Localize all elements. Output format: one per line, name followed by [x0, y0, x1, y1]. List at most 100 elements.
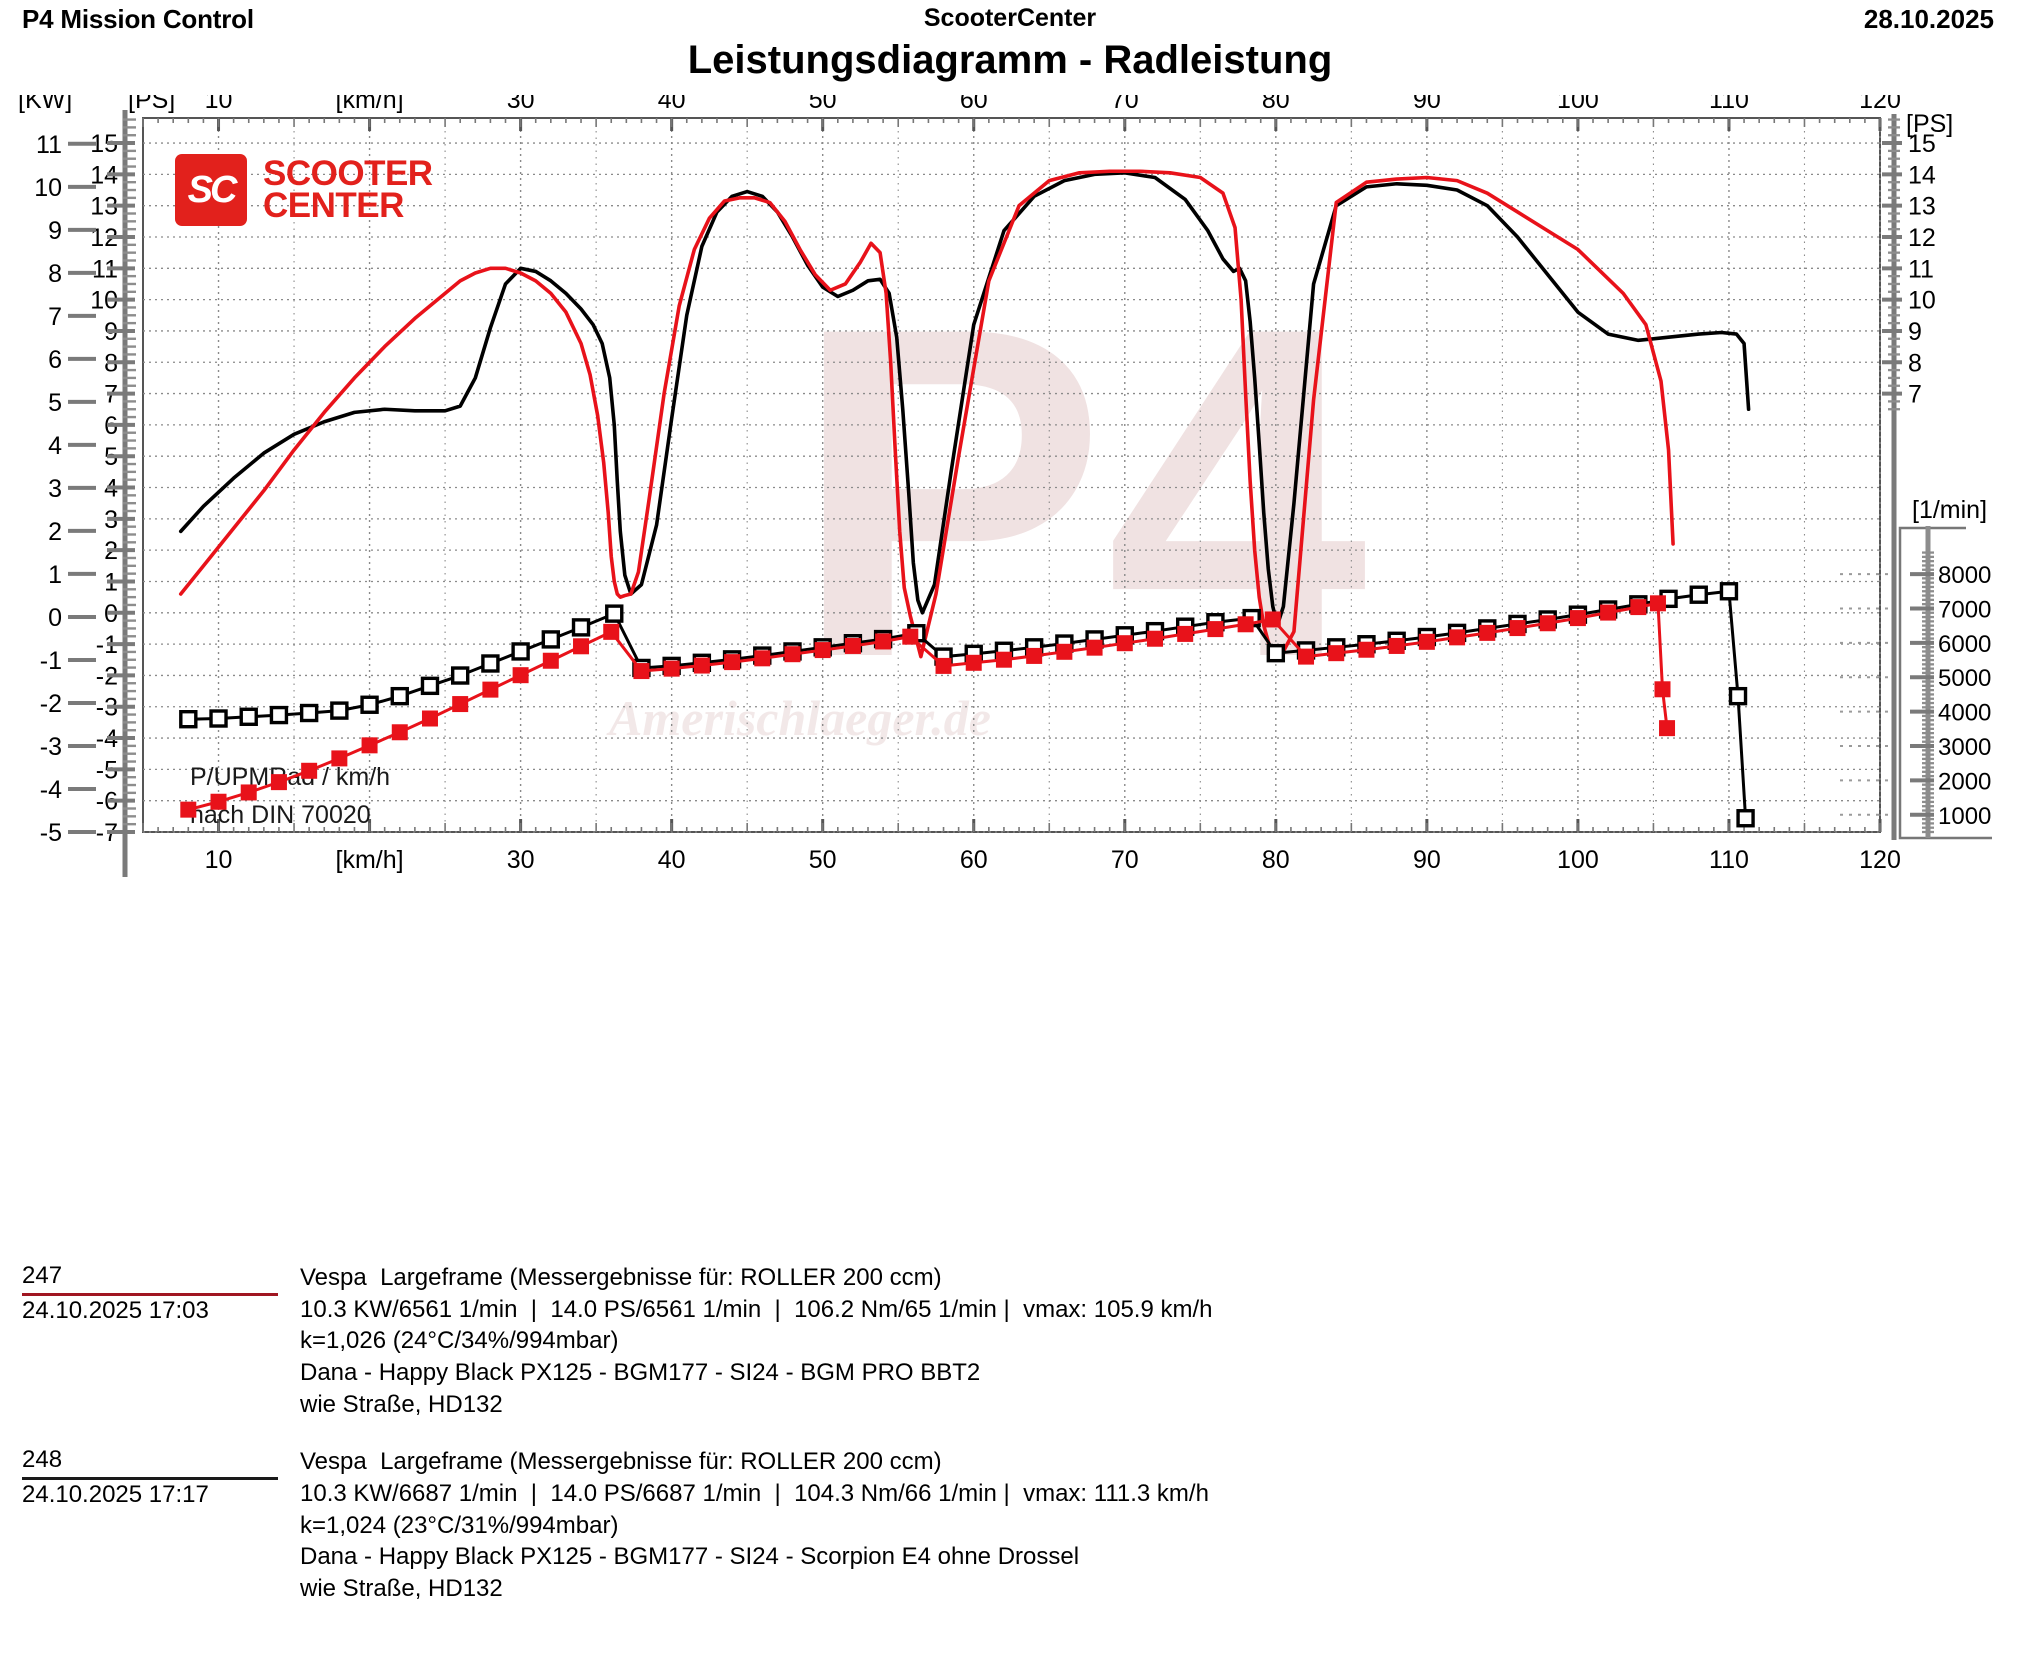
right-axes: [PS]15 14 13 12 11 10 9 8 7	[1882, 110, 1953, 840]
legend-color-rule	[22, 1477, 278, 1481]
page-title: Leistungsdiagramm - Radleistung	[687, 38, 1333, 82]
svg-text:11: 11	[1908, 255, 1934, 283]
rpm-markers-248	[180, 595, 1676, 818]
sc-logo-monogram: SC	[187, 168, 238, 211]
legend-line-correction: k=1,026 (24°C/34%/994mbar)	[300, 1327, 619, 1355]
svg-text:5: 5	[48, 389, 62, 417]
svg-text:8000: 8000	[1938, 562, 1991, 589]
svg-text:-4: -4	[40, 776, 62, 804]
svg-text:9: 9	[1908, 318, 1922, 346]
svg-text:10: 10	[205, 846, 233, 874]
svg-text:80: 80	[1262, 95, 1290, 114]
svg-text:[PS]: [PS]	[1906, 110, 1953, 138]
svg-text:[PS]: [PS]	[128, 95, 175, 114]
rpm-curve-248	[187, 601, 1669, 812]
legend-line-setup: Dana - Happy Black PX125 - BGM177 - SI24…	[300, 1543, 1080, 1571]
svg-text:-5: -5	[96, 756, 118, 784]
legend-line-correction: k=1,024 (23°C/31%/994mbar)	[300, 1511, 619, 1539]
svg-text:[km/h]: [km/h]	[336, 95, 404, 114]
svg-text:4000: 4000	[1938, 700, 1991, 727]
svg-text:60: 60	[960, 846, 988, 874]
svg-text:9: 9	[48, 217, 62, 245]
svg-text:10: 10	[205, 95, 233, 114]
legend-entry: 247 24.10.2025 17:03 Vespa Largeframe (M…	[0, 1262, 2020, 1420]
svg-text:90: 90	[1413, 95, 1441, 114]
svg-text:6: 6	[48, 346, 62, 374]
legend-entry-meta: 248 24.10.2025 17:17	[0, 1446, 300, 1604]
legend-entry-meta: 247 24.10.2025 17:03	[0, 1262, 300, 1420]
svg-text:10: 10	[1908, 287, 1936, 315]
svg-text:110: 110	[1709, 846, 1749, 874]
svg-text:-3: -3	[40, 733, 62, 761]
power-curve-248	[178, 169, 1675, 662]
svg-text:3000: 3000	[1938, 734, 1991, 761]
legend-line-setup: Dana - Happy Black PX125 - BGM177 - SI24…	[300, 1359, 981, 1387]
svg-text:7: 7	[1908, 381, 1922, 409]
legend-entry-details: Vespa Largeframe (Messergebnisse für: RO…	[300, 1446, 1209, 1604]
svg-text:120: 120	[1859, 846, 1901, 874]
legend-line-notes: wie Straße, HD132	[300, 1390, 503, 1418]
plot-border	[142, 117, 1881, 833]
svg-text:-1: -1	[40, 647, 62, 675]
header-left-title: P4 Mission Control	[22, 4, 254, 34]
svg-text:4: 4	[48, 432, 62, 460]
svg-text:1000: 1000	[1938, 803, 1991, 830]
measurement-legend: 247 24.10.2025 17:03 Vespa Largeframe (M…	[0, 1262, 2020, 1631]
svg-text:100: 100	[1557, 846, 1599, 874]
svg-text:-2: -2	[40, 690, 62, 718]
svg-text:40: 40	[658, 95, 686, 114]
svg-text:Amerischlaeger.de: Amerischlaeger.de	[606, 690, 991, 746]
svg-text:40: 40	[658, 846, 686, 874]
svg-text:6000: 6000	[1938, 631, 1991, 658]
svg-text:80: 80	[1262, 846, 1290, 874]
svg-text:120: 120	[1859, 95, 1901, 114]
svg-text:8: 8	[48, 260, 62, 288]
svg-text:13: 13	[1908, 193, 1936, 221]
svg-text:8: 8	[1908, 349, 1922, 377]
legend-line-notes: wie Straße, HD132	[300, 1575, 503, 1603]
svg-text:12: 12	[1908, 224, 1936, 252]
legend-run-id: 248	[22, 1446, 63, 1474]
sc-logo-wordmark: SCOOTER CENTER	[263, 153, 433, 223]
svg-text:11: 11	[36, 131, 62, 159]
legend-entry-details: Vespa Largeframe (Messergebnisse für: RO…	[300, 1262, 1213, 1420]
sc-logo-line1: SCOOTER	[263, 153, 433, 193]
svg-text:100: 100	[1557, 95, 1599, 114]
svg-text:10: 10	[34, 174, 62, 202]
svg-text:[km/h]: [km/h]	[336, 846, 404, 874]
scootercenter-logo: SC SCOOTER CENTER	[175, 152, 485, 228]
svg-text:-7: -7	[96, 819, 118, 847]
legend-color-rule	[22, 1293, 278, 1296]
legend-run-id: 247	[22, 1262, 63, 1289]
svg-text:1: 1	[48, 561, 62, 589]
x-axis: 10 10 [km/h] [km/h] 30 30 40 40 50 50 60 60 70 70 80 80…	[142, 95, 1901, 874]
chart-series	[178, 169, 1755, 828]
power-curve-247	[178, 171, 1751, 628]
left-axes: [PS]1514131211109876543210-1-2-3-4-5-6-7…	[18, 95, 175, 877]
svg-text:7000: 7000	[1938, 596, 1991, 623]
svg-text:7: 7	[48, 303, 62, 331]
legend-datetime: 24.10.2025 17:17	[22, 1481, 209, 1509]
svg-text:5000: 5000	[1938, 665, 1991, 692]
rpm-axis: [1/min] 8000 7000 6000 5000 4000 3000 2000 1000	[1840, 496, 1992, 840]
svg-text:15: 15	[1908, 130, 1936, 158]
legend-line-vehicle: Vespa Largeframe (Messergebnisse für: RO…	[300, 1264, 942, 1291]
svg-text:30: 30	[507, 846, 535, 874]
legend-line-vehicle: Vespa Largeframe (Messergebnisse für: RO…	[300, 1448, 942, 1476]
svg-text:-6: -6	[96, 788, 118, 816]
legend-line-results: 10.3 KW/6561 1/min | 14.0 PS/6561 1/min …	[300, 1295, 1213, 1323]
svg-text:70: 70	[1111, 846, 1139, 874]
header-center-title: ScooterCenter	[923, 4, 1097, 32]
sc-logo-mark: SC	[175, 154, 247, 226]
grid	[143, 118, 1881, 833]
dyno-chart: P4 Amerischlaeger.de 10 10 [km/h] [km/h] 30 30 4…	[0, 95, 2020, 885]
svg-text:60: 60	[960, 95, 988, 114]
svg-text:-5: -5	[40, 819, 62, 847]
svg-text:-2: -2	[96, 662, 118, 690]
svg-text:2: 2	[48, 518, 62, 546]
legend-datetime: 24.10.2025 17:03	[22, 1297, 209, 1324]
svg-text:70: 70	[1111, 95, 1139, 114]
